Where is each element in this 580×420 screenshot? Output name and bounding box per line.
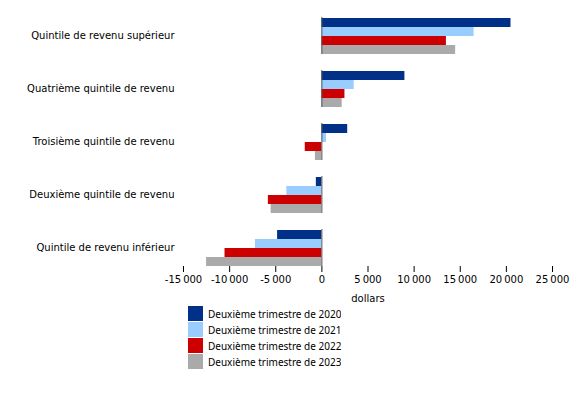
svg-text:10 000: 10 000 [397,274,431,285]
svg-text:-5 000: -5 000 [260,274,291,285]
svg-text:20 000: 20 000 [489,274,523,285]
svg-text:Quatrième quintile de revenu: Quatrième quintile de revenu [27,83,174,94]
svg-text:-15 000: -15 000 [165,274,202,285]
svg-text:Quintile de revenu inférieur: Quintile de revenu inférieur [36,242,175,253]
svg-text:5 000: 5 000 [354,274,381,285]
svg-text:Quintile de revenu supérieur: Quintile de revenu supérieur [31,30,175,41]
html-text:Deuxième trimestre de 2020: Deuxième trimestre de 2020 [208,306,342,321]
html-text:Deuxième trimestre de 2021: Deuxième trimestre de 2021 [208,322,342,337]
svg-text:-10 000: -10 000 [211,274,248,285]
svg-text:Troisième quintile de revenu: Troisième quintile de revenu [32,136,175,147]
svg-text:25 000: 25 000 [536,274,570,285]
svg-text:Deuxième quintile de revenu: Deuxième quintile de revenu [29,189,174,200]
html-text:Deuxième trimestre de 2023: Deuxième trimestre de 2023 [208,354,342,369]
svg-text:15 000: 15 000 [443,274,477,285]
svg-text:dollars: dollars [351,293,384,304]
html-text:Deuxième trimestre de 2022: Deuxième trimestre de 2022 [208,338,342,353]
svg-text:0: 0 [319,274,325,285]
